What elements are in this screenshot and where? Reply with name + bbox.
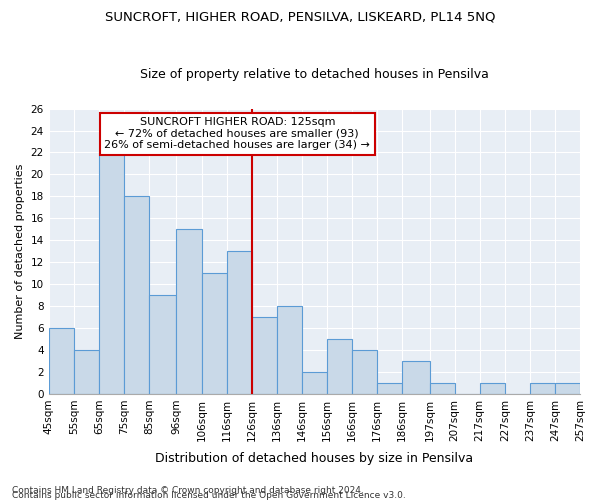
Bar xyxy=(480,383,505,394)
X-axis label: Distribution of detached houses by size in Pensilva: Distribution of detached houses by size … xyxy=(155,452,473,465)
Text: Contains public sector information licensed under the Open Government Licence v3: Contains public sector information licen… xyxy=(12,491,406,500)
Bar xyxy=(352,350,377,394)
Text: SUNCROFT, HIGHER ROAD, PENSILVA, LISKEARD, PL14 5NQ: SUNCROFT, HIGHER ROAD, PENSILVA, LISKEAR… xyxy=(105,10,495,23)
Bar xyxy=(74,350,99,394)
Bar xyxy=(377,383,402,394)
Bar xyxy=(124,196,149,394)
Bar xyxy=(277,306,302,394)
Bar xyxy=(530,383,555,394)
Bar xyxy=(251,317,277,394)
Bar xyxy=(555,383,580,394)
Bar xyxy=(99,152,124,394)
Bar xyxy=(176,230,202,394)
Bar xyxy=(327,339,352,394)
Bar xyxy=(49,328,74,394)
Title: Size of property relative to detached houses in Pensilva: Size of property relative to detached ho… xyxy=(140,68,489,81)
Bar xyxy=(402,361,430,394)
Bar xyxy=(430,383,455,394)
Y-axis label: Number of detached properties: Number of detached properties xyxy=(15,164,25,339)
Bar xyxy=(302,372,327,394)
Bar xyxy=(149,295,176,394)
Text: Contains HM Land Registry data © Crown copyright and database right 2024.: Contains HM Land Registry data © Crown c… xyxy=(12,486,364,495)
Text: SUNCROFT HIGHER ROAD: 125sqm
← 72% of detached houses are smaller (93)
26% of se: SUNCROFT HIGHER ROAD: 125sqm ← 72% of de… xyxy=(104,117,370,150)
Bar xyxy=(202,273,227,394)
Bar xyxy=(227,251,251,394)
